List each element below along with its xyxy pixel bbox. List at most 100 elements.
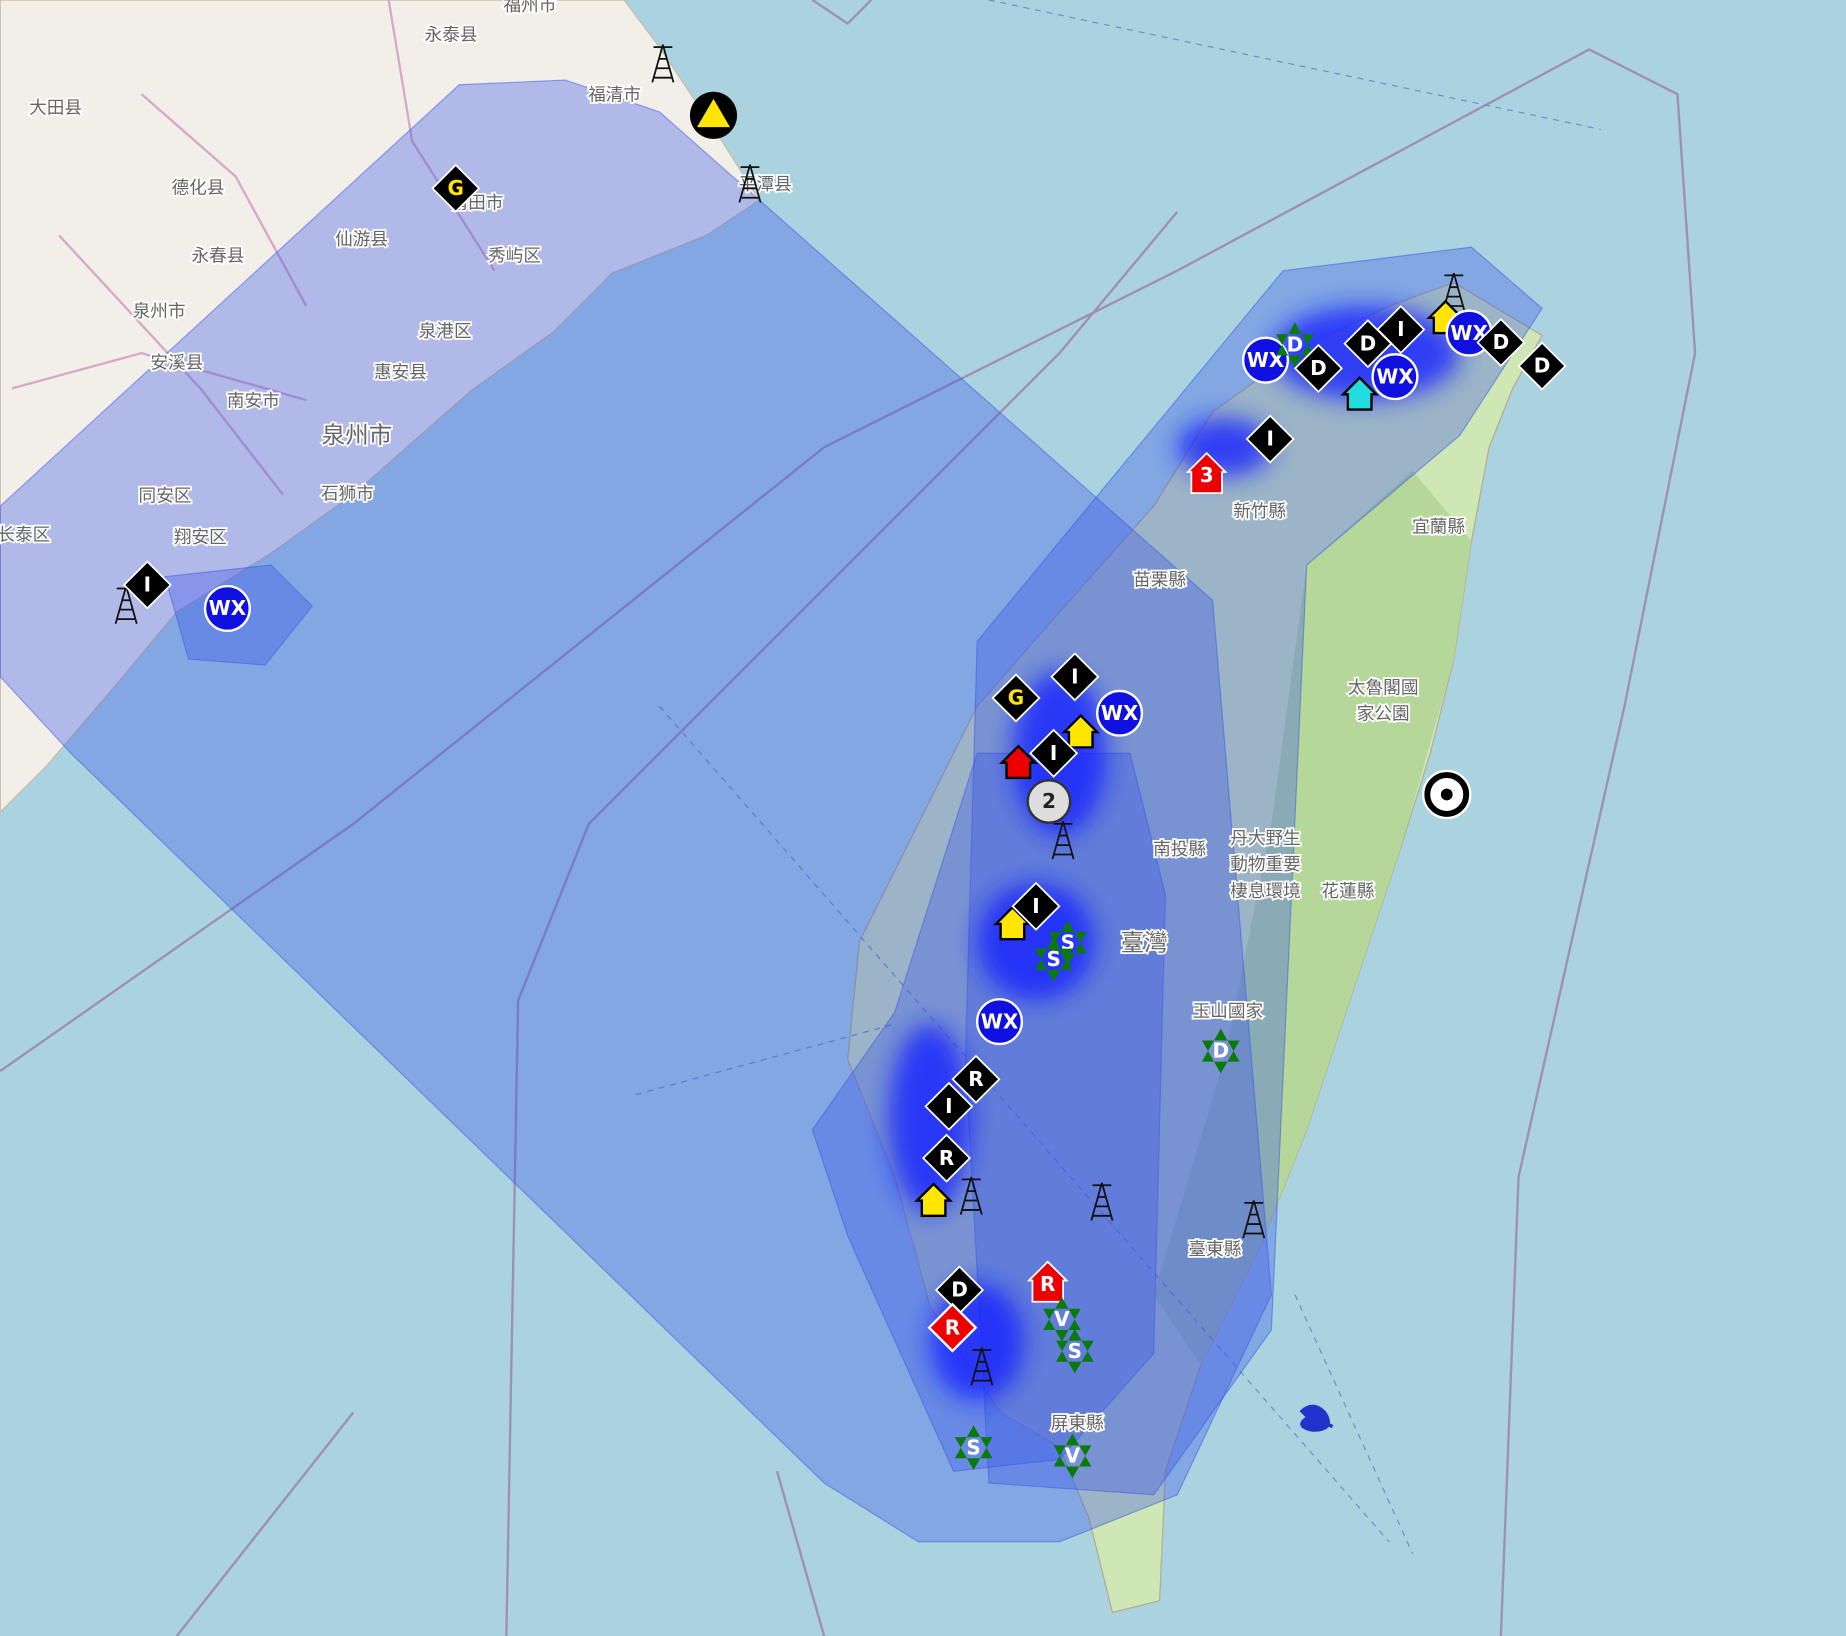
sea-boundaries — [0, 0, 1697, 1636]
station-marker[interactable]: 3 — [1185, 451, 1228, 495]
station-marker[interactable]: I — [1050, 652, 1100, 702]
marker-label: I — [945, 1094, 952, 1118]
place-label: 永泰县 — [425, 24, 478, 45]
diamond — [1245, 414, 1295, 464]
station-marker[interactable]: I — [924, 1081, 974, 1131]
place-label: 惠安县 — [374, 362, 427, 383]
station-marker[interactable]: WX — [975, 998, 1024, 1046]
marker-label: D — [1493, 330, 1510, 354]
station-marker[interactable]: G — [431, 163, 481, 213]
storm-icon — [1299, 1404, 1334, 1432]
station-marker[interactable]: 2 — [1026, 779, 1072, 824]
marker-label: S — [966, 1435, 980, 1459]
station-marker[interactable]: S — [954, 1425, 993, 1471]
wx-circle — [1371, 353, 1419, 401]
routes — [635, 0, 1602, 1554]
tower-shape — [114, 585, 138, 625]
marker-label: I — [1397, 317, 1404, 341]
station-marker[interactable]: WX — [1371, 353, 1419, 401]
star — [1276, 322, 1314, 368]
diamond — [1517, 341, 1567, 391]
marker-label: I — [1266, 427, 1273, 451]
station-marker[interactable]: S — [1055, 1328, 1094, 1374]
marker-label: V — [1054, 1307, 1070, 1331]
station-marker[interactable]: D — [1517, 341, 1567, 391]
station-marker[interactable]: G — [991, 673, 1041, 723]
station-marker[interactable]: I — [1029, 728, 1079, 778]
station-marker[interactable]: D — [1476, 317, 1526, 368]
tower-shape — [970, 1347, 994, 1386]
marker-label: I — [1050, 741, 1057, 765]
target-center — [1442, 789, 1452, 800]
diamond — [951, 1054, 1001, 1104]
station-marker[interactable]: R — [921, 1133, 972, 1183]
marker-label: I — [1071, 664, 1078, 688]
station-marker[interactable]: D — [934, 1265, 985, 1315]
diamond — [934, 1265, 985, 1315]
diamond — [924, 1081, 974, 1131]
station-marker[interactable]: V — [1053, 1433, 1092, 1479]
place-label: 丹大野生 — [1230, 828, 1301, 849]
station-marker[interactable]: R — [927, 1302, 978, 1353]
star — [954, 1425, 993, 1471]
red-house — [1026, 1260, 1069, 1303]
diamond — [431, 163, 481, 213]
place-label: 石狮市 — [321, 483, 374, 504]
station-marker[interactable]: R — [951, 1054, 1001, 1104]
marker-label: WX — [981, 1009, 1019, 1033]
station-marker[interactable]: WX — [1241, 336, 1290, 384]
house-icon — [993, 905, 1032, 941]
station-marker[interactable]: WX — [203, 584, 251, 633]
house-icon — [999, 744, 1038, 780]
object-triangle — [697, 98, 730, 128]
place-label: 同安区 — [139, 486, 192, 507]
place-label: 臺東縣 — [1188, 1239, 1241, 1260]
marker-label: R — [968, 1067, 983, 1091]
station-marker[interactable]: I — [1011, 881, 1061, 931]
place-label: 棲息環境 — [1230, 881, 1301, 902]
station-marker[interactable]: D — [1293, 343, 1344, 393]
tower-icon — [1242, 1200, 1266, 1239]
station-marker[interactable]: I — [122, 560, 172, 610]
mainland — [0, 0, 761, 814]
marker-label: WX — [1376, 364, 1414, 388]
place-label: 新竹縣 — [1233, 501, 1286, 522]
tower-icon — [959, 1176, 983, 1215]
red-house — [1185, 451, 1228, 495]
place-label: 南安市 — [227, 390, 280, 411]
place-label: 泉州市 — [322, 421, 393, 449]
station-marker[interactable]: R — [1026, 1260, 1069, 1303]
place-label: 南投縣 — [1153, 839, 1206, 860]
tower-shape — [959, 1176, 983, 1215]
boundaries — [11, 0, 496, 496]
station-marker[interactable]: V — [1043, 1297, 1081, 1342]
tower-shape — [738, 164, 762, 203]
tower-shape — [1242, 1200, 1266, 1239]
tower-shape — [1442, 272, 1466, 311]
wx-circle — [975, 998, 1024, 1046]
marker-label: S — [1061, 930, 1075, 954]
station-marker[interactable]: I — [1245, 414, 1295, 464]
marker-label: G — [1008, 686, 1024, 710]
place-label: 宜蘭縣 — [1412, 516, 1465, 537]
station-marker[interactable]: D — [1343, 319, 1393, 369]
marker-label: I — [144, 573, 151, 597]
diamond — [991, 673, 1041, 723]
place-label: 苗栗縣 — [1133, 569, 1186, 590]
star — [1034, 936, 1073, 982]
station-marker[interactable]: D — [1276, 322, 1314, 368]
place-label: 大田县 — [29, 97, 82, 118]
marker-label: D — [1534, 354, 1551, 378]
station-marker[interactable]: S — [1034, 936, 1073, 982]
marker-label: WX — [1101, 701, 1139, 725]
marker-label: G — [448, 176, 464, 200]
red-diamond — [927, 1302, 978, 1353]
marker-label: D — [1360, 331, 1377, 355]
star — [1043, 1297, 1081, 1342]
marker-label: I — [1032, 894, 1039, 918]
station-marker[interactable]: WX — [1096, 689, 1144, 737]
tower-icon — [1051, 821, 1075, 860]
station-marker[interactable]: D — [1201, 1028, 1240, 1074]
